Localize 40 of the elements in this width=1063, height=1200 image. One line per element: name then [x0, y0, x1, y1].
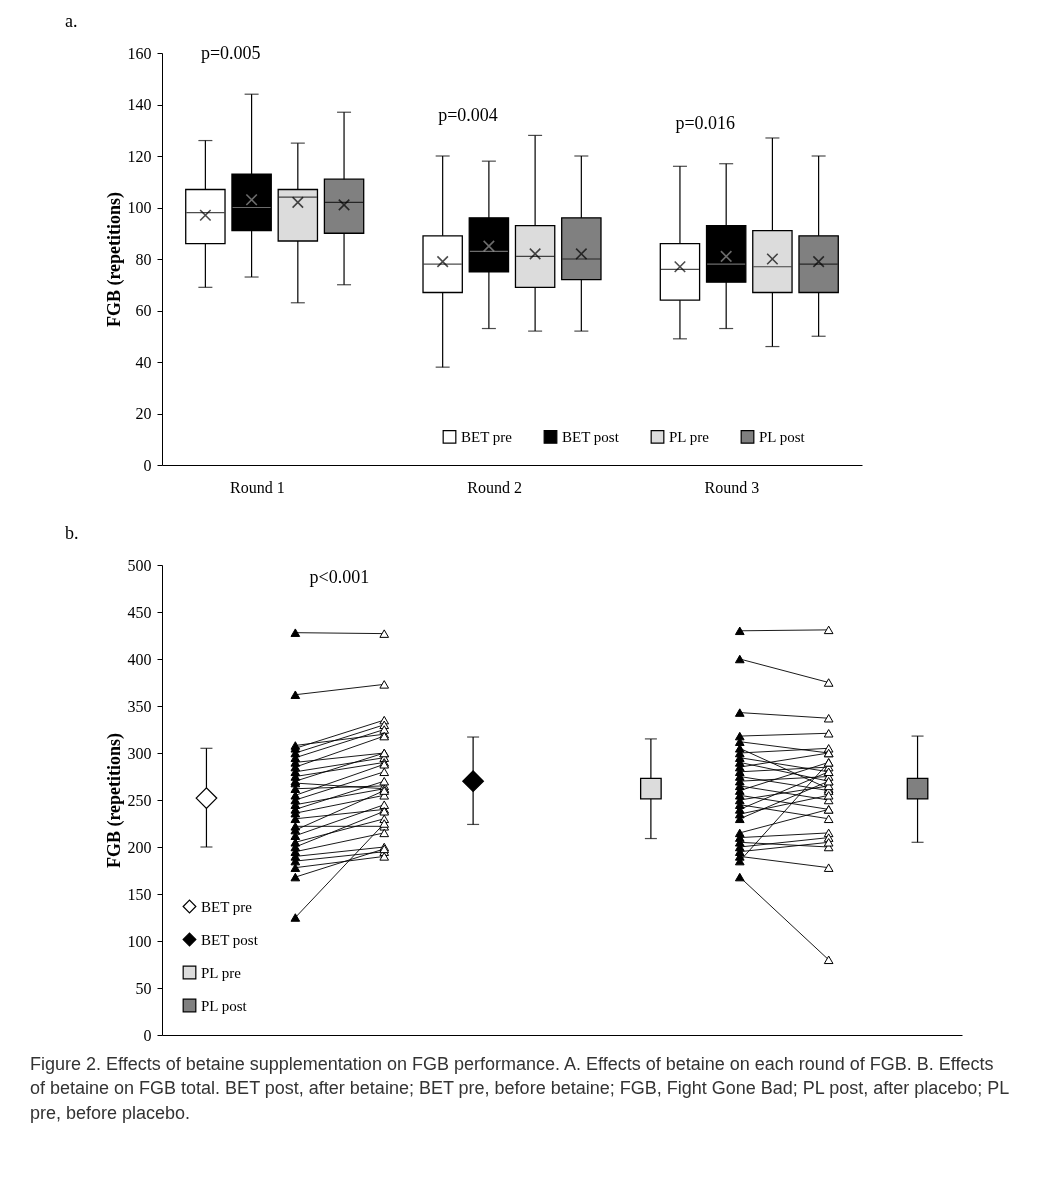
y-tick-label: 50 [135, 979, 152, 997]
legend-label: BET pre [461, 428, 513, 445]
y-tick-label: 0 [143, 456, 152, 474]
y-tick-label: 350 [127, 697, 152, 715]
y-tick-label: 100 [127, 932, 152, 950]
y-tick-label: 500 [127, 556, 152, 574]
legend-label: PL pre [669, 428, 710, 445]
legend-label: BET post [201, 931, 259, 948]
y-tick-label: 120 [127, 147, 152, 165]
y-tick-label: 150 [127, 885, 152, 903]
legend-label: PL post [201, 997, 248, 1014]
y-tick-label: 80 [135, 250, 152, 268]
x-tick-label: Round 1 [230, 478, 285, 496]
y-axis-title: FGB (repetitions) [103, 732, 125, 869]
y-tick-label: 0 [143, 1026, 152, 1044]
legend-label: BET post [562, 428, 620, 445]
y-tick-label: 60 [135, 302, 152, 319]
y-tick-label: 160 [127, 44, 152, 62]
y-tick-label: 200 [127, 838, 152, 856]
annotation: p=0.005 [200, 43, 261, 64]
y-tick-label: 450 [127, 603, 152, 621]
y-tick-label: 40 [135, 353, 152, 371]
x-tick-label: Round 2 [467, 478, 522, 496]
legend-label: PL pre [201, 964, 242, 981]
chart-title: a. [65, 11, 78, 31]
x-tick-label: Round 3 [704, 478, 760, 496]
annotation: p<0.001 [309, 566, 370, 587]
y-tick-label: 20 [135, 405, 152, 422]
y-axis-title: FGB (repetitions) [103, 191, 125, 328]
chart-title: b. [65, 523, 79, 543]
y-tick-label: 400 [127, 650, 152, 668]
y-tick-label: 250 [127, 791, 152, 809]
legend-label: BET pre [201, 898, 253, 915]
annotation: p=0.004 [438, 105, 498, 125]
y-tick-label: 300 [127, 744, 152, 762]
caption: Figure 2. Effects of betaine supplementation on FGB performance. A. Effects of betaine on each round of FGB. B. Effects of betaine on FGB total. BET post, after betaine; BET pre, before betaine; FGB, Fight Gone Bad; PL post, after placebo; PL pre, before placebo. [30, 1053, 1010, 1125]
y-tick-label: 140 [127, 96, 152, 113]
annotation: p=0.016 [675, 112, 736, 133]
legend-label: PL post [759, 428, 806, 445]
y-tick-label: 100 [127, 199, 152, 216]
